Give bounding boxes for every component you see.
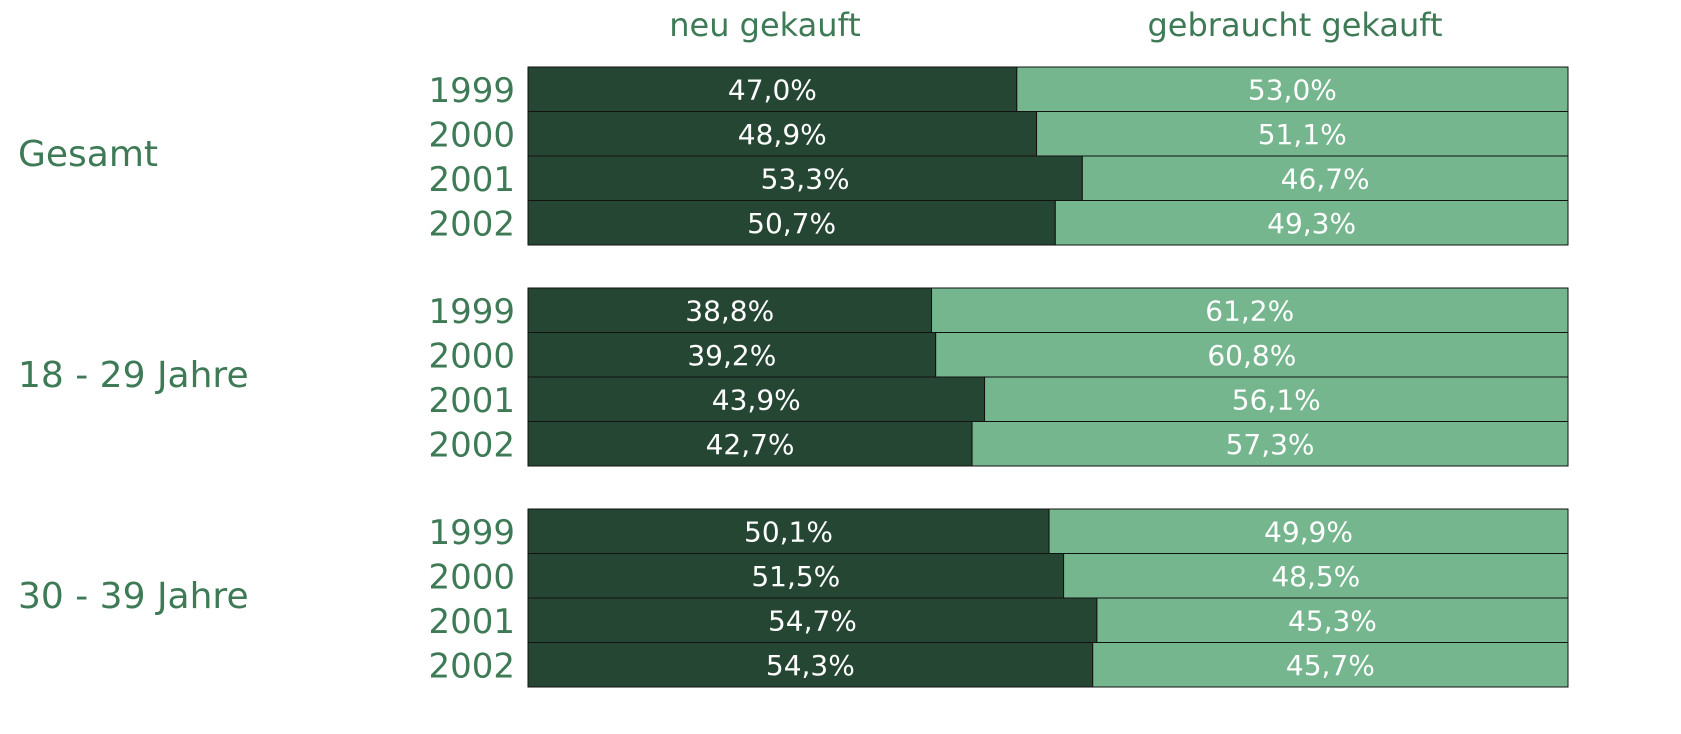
bar-segment — [1096, 597, 1569, 643]
group-label: 18 - 29 Jahre — [18, 355, 249, 396]
value-label: 60,8% — [1207, 339, 1296, 372]
value-label: 47,0% — [728, 73, 817, 106]
bar-segment — [527, 66, 1018, 112]
bar-segment — [935, 332, 1569, 378]
y-tick-label: 2001 — [428, 602, 515, 642]
value-label: 53,0% — [1248, 73, 1337, 106]
value-label: 61,2% — [1205, 294, 1294, 327]
value-label: 45,3% — [1288, 604, 1377, 637]
bar-segment — [1036, 111, 1569, 157]
bar-segment — [1054, 200, 1569, 246]
y-tick-label: 2000 — [428, 336, 515, 376]
bar-segment — [527, 111, 1038, 157]
value-label: 43,9% — [712, 383, 801, 416]
bar-segment — [527, 200, 1056, 246]
y-tick-label: 1999 — [428, 513, 515, 553]
bar-segment — [527, 155, 1083, 201]
y-tick-label: 2002 — [428, 425, 515, 465]
legend-label: gebraucht gekauft — [1147, 6, 1442, 44]
y-tick-label: 2001 — [428, 381, 515, 421]
y-tick-label: 2000 — [428, 557, 515, 597]
value-label: 49,3% — [1267, 207, 1356, 240]
value-label: 54,7% — [768, 604, 857, 637]
y-tick-label: 2002 — [428, 646, 515, 686]
value-label: 38,8% — [685, 294, 774, 327]
bar-segment — [1081, 155, 1569, 201]
y-tick-label: 2000 — [428, 115, 515, 155]
value-label: 42,7% — [706, 428, 795, 461]
bar-segment — [1016, 66, 1569, 112]
value-label: 48,9% — [738, 118, 827, 151]
bar-segment — [527, 508, 1050, 554]
bar-segment — [1092, 642, 1569, 688]
y-tick-label: 2001 — [428, 160, 515, 200]
value-label: 50,7% — [747, 207, 836, 240]
y-tick-label: 1999 — [428, 292, 515, 332]
y-tick-label: 2002 — [428, 204, 515, 244]
value-label: 56,1% — [1232, 383, 1321, 416]
legend-label: neu gekauft — [669, 6, 861, 44]
value-label: 45,7% — [1286, 649, 1375, 682]
value-label: 54,3% — [766, 649, 855, 682]
value-label: 39,2% — [687, 339, 776, 372]
bar-segment — [931, 287, 1569, 333]
bar-segment — [527, 642, 1094, 688]
group-label: 30 - 39 Jahre — [18, 576, 249, 617]
value-label: 50,1% — [744, 515, 833, 548]
value-label: 57,3% — [1226, 428, 1315, 461]
bar-segment — [984, 376, 1569, 422]
group-label: Gesamt — [18, 134, 158, 175]
value-label: 49,9% — [1264, 515, 1353, 548]
bar-segment — [527, 553, 1065, 599]
value-label: 53,3% — [761, 162, 850, 195]
bar-segment — [527, 597, 1098, 643]
value-label: 48,5% — [1271, 560, 1360, 593]
bar-segment — [1063, 553, 1569, 599]
value-label: 51,1% — [1258, 118, 1347, 151]
value-label: 46,7% — [1281, 162, 1370, 195]
bar-segment — [1048, 508, 1569, 554]
value-label: 51,5% — [751, 560, 840, 593]
y-tick-label: 1999 — [428, 71, 515, 111]
bar-segment — [971, 421, 1569, 467]
bar-segment — [527, 376, 986, 422]
